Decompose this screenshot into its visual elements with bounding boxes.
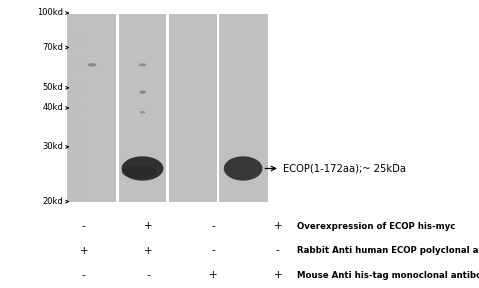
Text: A: A <box>77 129 81 134</box>
Text: Mouse Anti his-tag monoclonal antibody: Mouse Anti his-tag monoclonal antibody <box>297 270 479 280</box>
Bar <box>117 14 168 202</box>
Text: W: W <box>76 56 82 61</box>
Ellipse shape <box>139 63 147 66</box>
Text: O: O <box>77 177 81 182</box>
Text: +: + <box>209 270 217 280</box>
Bar <box>166 14 169 202</box>
Bar <box>67 14 117 202</box>
Text: 70kd: 70kd <box>42 43 63 52</box>
Text: -: - <box>276 246 280 255</box>
Text: 40kd: 40kd <box>43 103 63 113</box>
Text: 50kd: 50kd <box>43 83 63 92</box>
Text: .: . <box>78 68 80 73</box>
Text: G: G <box>77 105 81 110</box>
Text: -: - <box>147 270 150 280</box>
Text: +: + <box>274 221 282 231</box>
Text: 30kd: 30kd <box>42 142 63 151</box>
Text: +: + <box>144 221 153 231</box>
Text: Rabbit Anti human ECOP polyclonal antibody: Rabbit Anti human ECOP polyclonal antibo… <box>297 246 479 255</box>
Text: P: P <box>77 80 81 86</box>
Text: Overexpression of ECOP his-myc: Overexpression of ECOP his-myc <box>297 221 456 231</box>
Bar <box>116 14 119 202</box>
Ellipse shape <box>139 91 146 94</box>
Text: W: W <box>76 32 82 37</box>
Text: -: - <box>82 270 86 280</box>
Bar <box>218 14 268 202</box>
Ellipse shape <box>224 156 262 181</box>
Text: ECOP(1-172aa);~ 25kDa: ECOP(1-172aa);~ 25kDa <box>265 164 406 173</box>
Text: 100kd: 100kd <box>37 8 63 18</box>
Text: -: - <box>82 221 86 231</box>
Ellipse shape <box>88 63 96 67</box>
Bar <box>217 14 219 202</box>
Text: E: E <box>77 153 81 158</box>
Text: C: C <box>77 165 81 170</box>
Text: +: + <box>144 246 153 255</box>
Text: -: - <box>211 246 215 255</box>
Text: +: + <box>274 270 282 280</box>
Text: 20kd: 20kd <box>43 197 63 206</box>
Text: -: - <box>211 221 215 231</box>
Text: W: W <box>76 44 82 49</box>
Bar <box>168 14 218 202</box>
Text: +: + <box>80 246 88 255</box>
Ellipse shape <box>140 111 145 113</box>
Text: T: T <box>77 92 81 98</box>
Text: M: M <box>76 189 82 194</box>
Ellipse shape <box>122 156 163 181</box>
Text: B: B <box>77 141 81 146</box>
Ellipse shape <box>122 166 157 178</box>
Text: L: L <box>77 117 81 122</box>
